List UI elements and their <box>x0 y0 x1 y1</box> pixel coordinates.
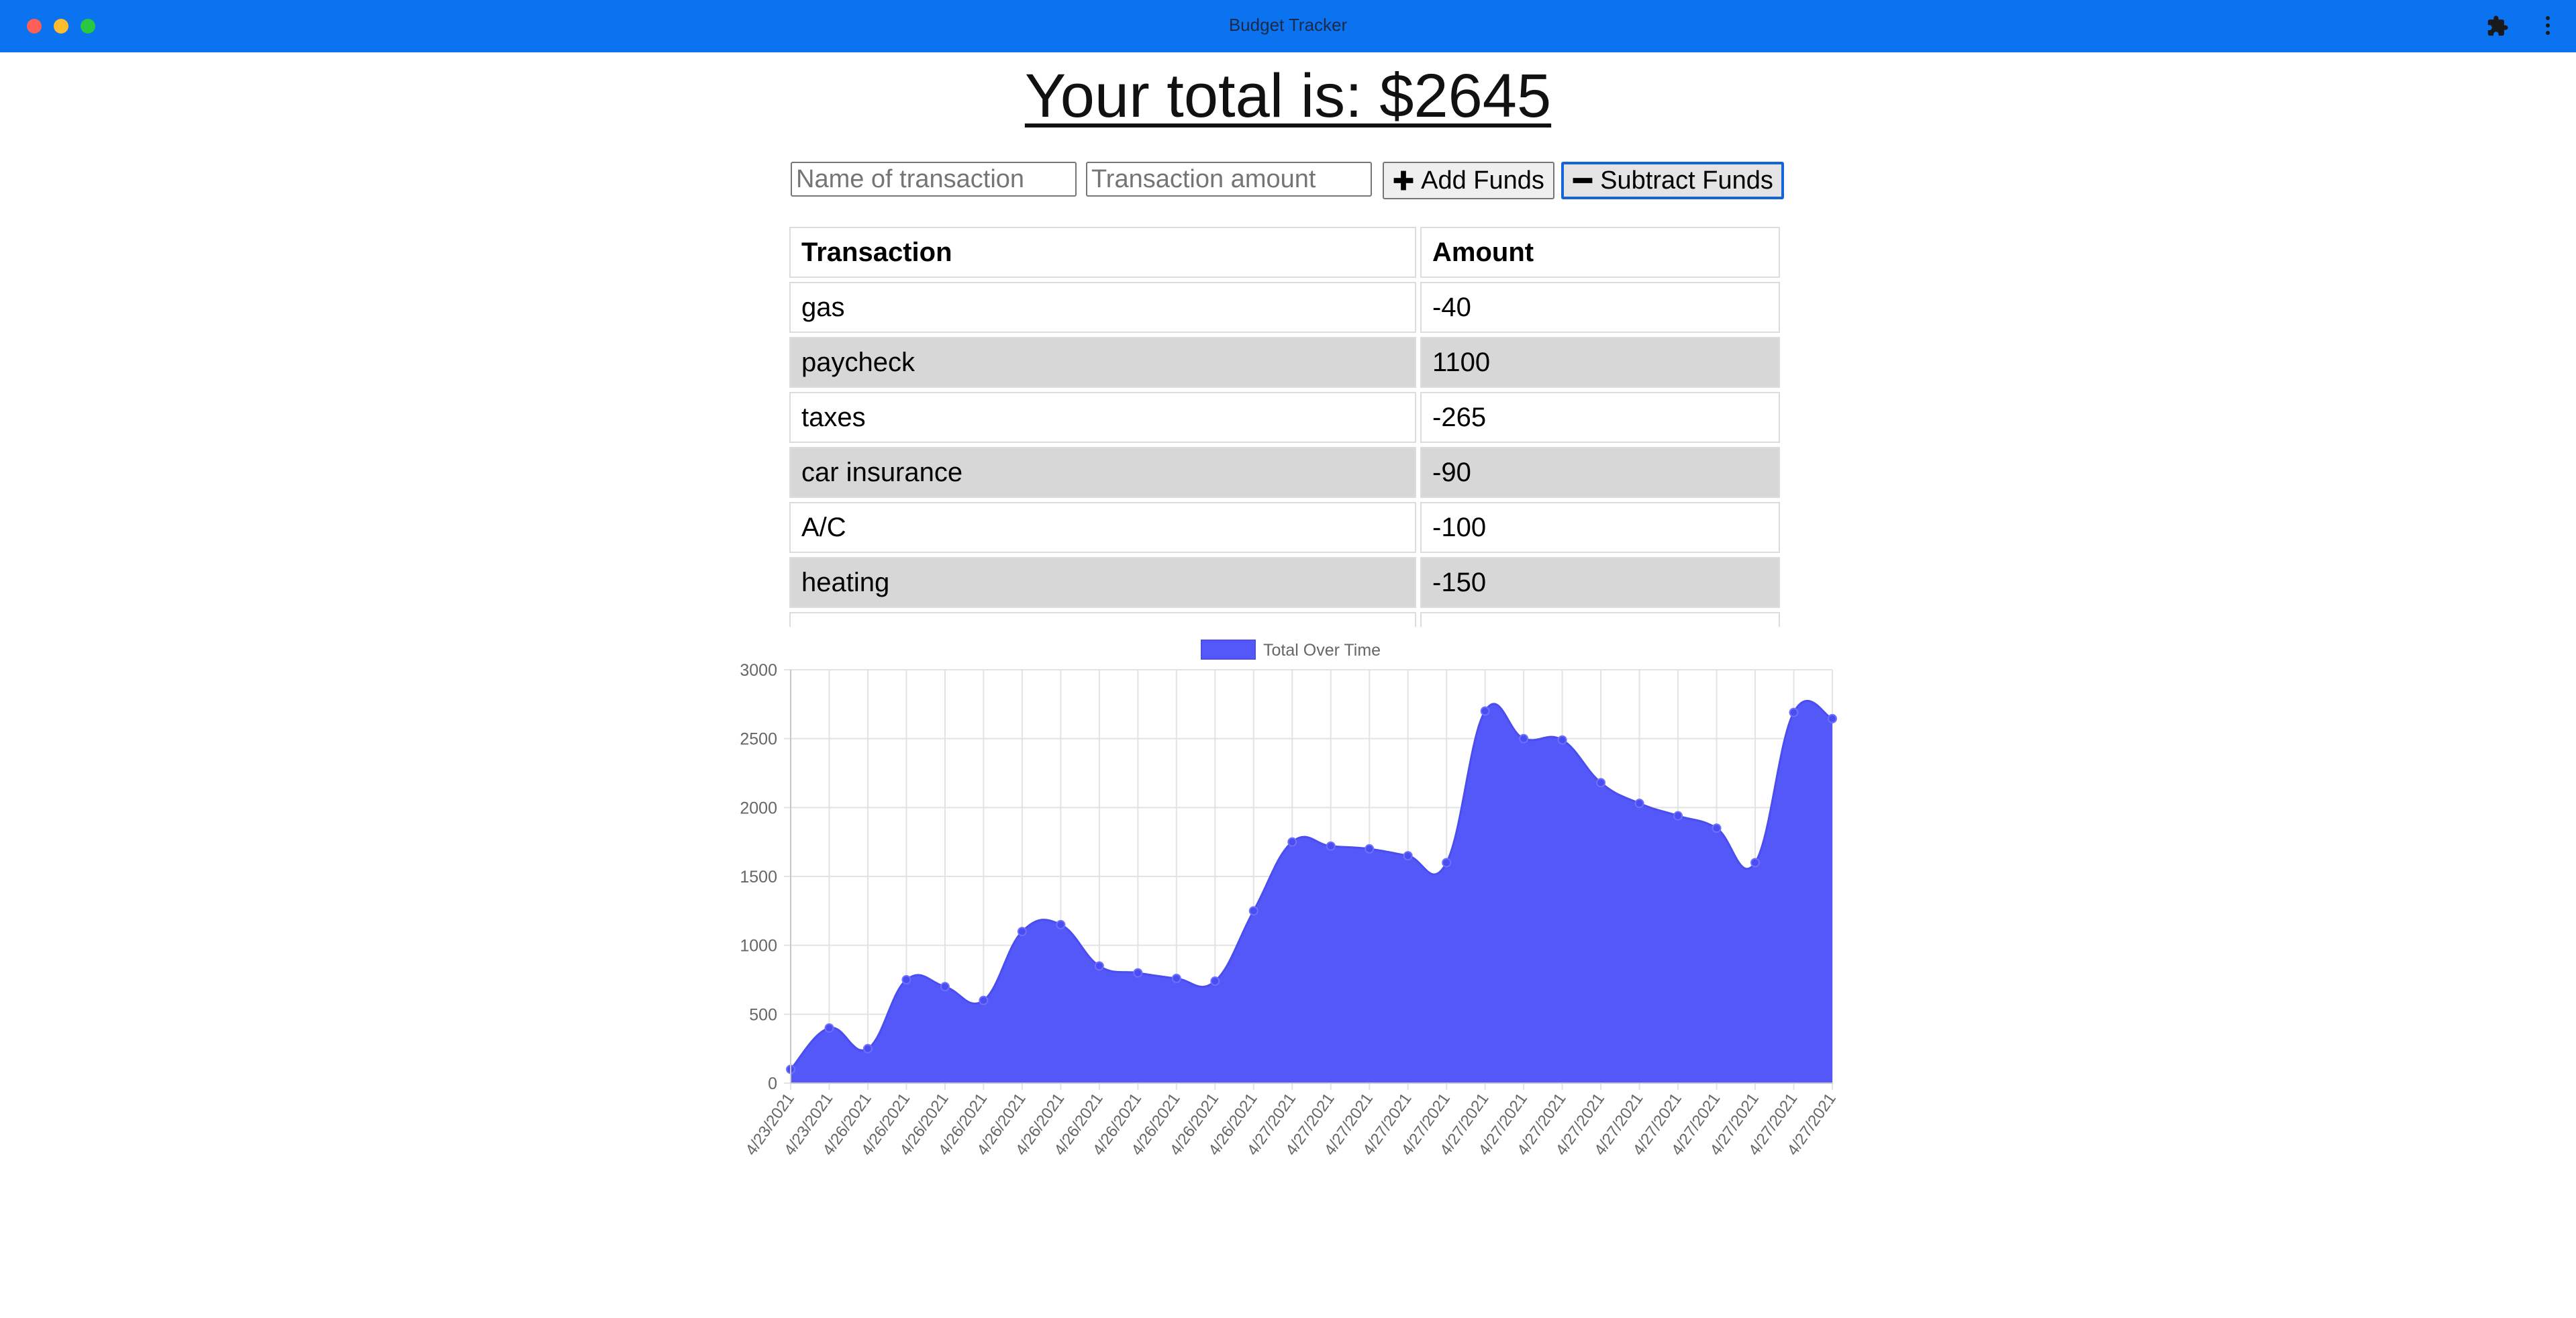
y-tick-label: 1500 <box>740 868 777 886</box>
window-titlebar: Budget Tracker <box>0 0 2576 52</box>
table-row: A/C -100 <box>789 502 1780 553</box>
table-row: heating -150 <box>789 557 1780 608</box>
table-row: car insurance -90 <box>789 447 1780 498</box>
transaction-amount-cell: -150 <box>1420 557 1780 608</box>
transaction-amount-cell: -40 <box>1420 282 1780 333</box>
data-point <box>1094 961 1104 971</box>
data-point <box>1017 927 1027 937</box>
minus-icon <box>1573 178 1593 183</box>
transaction-name-input[interactable] <box>791 162 1077 197</box>
window-title: Budget Tracker <box>1228 15 1348 35</box>
minimize-window-button[interactable] <box>54 19 68 34</box>
data-point <box>1596 778 1606 788</box>
transaction-amount-cell: -90 <box>1420 447 1780 498</box>
transactions-table: Transaction Amount gas -40 paycheck 1100… <box>789 227 1784 627</box>
transaction-column-header: Transaction <box>789 227 1417 278</box>
data-point <box>1519 733 1529 744</box>
total-heading: Your total is: $2645 <box>0 59 2576 133</box>
y-tick-label: 1000 <box>740 937 777 956</box>
table-header-row: Transaction Amount <box>789 227 1780 278</box>
data-point <box>1326 841 1336 851</box>
transaction-name-cell <box>789 612 1417 627</box>
puzzle-icon[interactable] <box>2486 15 2509 38</box>
maximize-window-button[interactable] <box>81 19 95 34</box>
y-tick-label: 3000 <box>740 661 777 680</box>
transaction-name-cell: heating <box>789 557 1417 608</box>
data-point <box>1750 858 1761 868</box>
transactions-table-container[interactable]: Transaction Amount gas -40 paycheck 1100… <box>789 227 1784 627</box>
transaction-name-cell: paycheck <box>789 337 1417 388</box>
data-point <box>1171 973 1181 983</box>
total-area-fill <box>791 701 1832 1083</box>
legend-swatch <box>1201 640 1256 660</box>
data-point <box>901 975 911 984</box>
data-point <box>1712 823 1722 833</box>
transaction-name-cell: taxes <box>789 392 1417 443</box>
add-funds-label: Add Funds <box>1421 166 1544 195</box>
table-row: taxes -265 <box>789 392 1780 443</box>
data-point <box>979 995 989 1005</box>
data-point <box>1210 976 1220 986</box>
y-tick-label: 2500 <box>740 730 777 749</box>
table-row: paycheck 1100 <box>789 337 1780 388</box>
data-point <box>1056 919 1066 929</box>
data-point <box>1365 844 1375 854</box>
y-tick-label: 500 <box>749 1005 777 1024</box>
total-over-time-chart: 0500100015002000250030004/23/20214/23/20… <box>740 640 1840 1159</box>
legend-label: Total Over Time <box>1263 641 1381 660</box>
subtract-funds-label: Subtract Funds <box>1600 166 1773 195</box>
table-row <box>789 612 1780 627</box>
data-point <box>1557 735 1567 745</box>
data-point <box>1828 713 1837 723</box>
table-row: gas -40 <box>789 282 1780 333</box>
data-point <box>1403 851 1413 861</box>
data-point <box>1673 811 1683 821</box>
data-point <box>1287 837 1297 847</box>
data-point <box>1248 906 1258 916</box>
y-tick-label: 2000 <box>740 799 777 817</box>
transaction-name-cell: gas <box>789 282 1417 333</box>
kebab-menu-icon[interactable] <box>2544 16 2552 38</box>
data-point <box>824 1023 834 1033</box>
transaction-name-cell: car insurance <box>789 447 1417 498</box>
transaction-amount-cell: 1100 <box>1420 337 1780 388</box>
amount-column-header: Amount <box>1420 227 1780 278</box>
data-point <box>862 1044 873 1054</box>
data-point <box>1480 706 1490 716</box>
y-tick-label: 0 <box>768 1074 777 1093</box>
add-funds-button[interactable]: Add Funds <box>1383 162 1554 199</box>
transaction-amount-cell: -100 <box>1420 502 1780 553</box>
data-point <box>1634 799 1644 809</box>
plus-icon <box>1393 170 1414 191</box>
transaction-amount-input[interactable] <box>1086 162 1372 197</box>
data-point <box>940 982 950 992</box>
data-point <box>1442 858 1452 868</box>
transaction-amount-cell: -265 <box>1420 392 1780 443</box>
transaction-name-cell: A/C <box>789 502 1417 553</box>
subtract-funds-button[interactable]: Subtract Funds <box>1561 162 1784 199</box>
close-window-button[interactable] <box>27 19 42 34</box>
transaction-amount-cell <box>1420 612 1780 627</box>
data-point <box>1133 968 1143 978</box>
total-text: Your total is: $2645 <box>1024 62 1552 130</box>
data-point <box>1789 707 1799 717</box>
